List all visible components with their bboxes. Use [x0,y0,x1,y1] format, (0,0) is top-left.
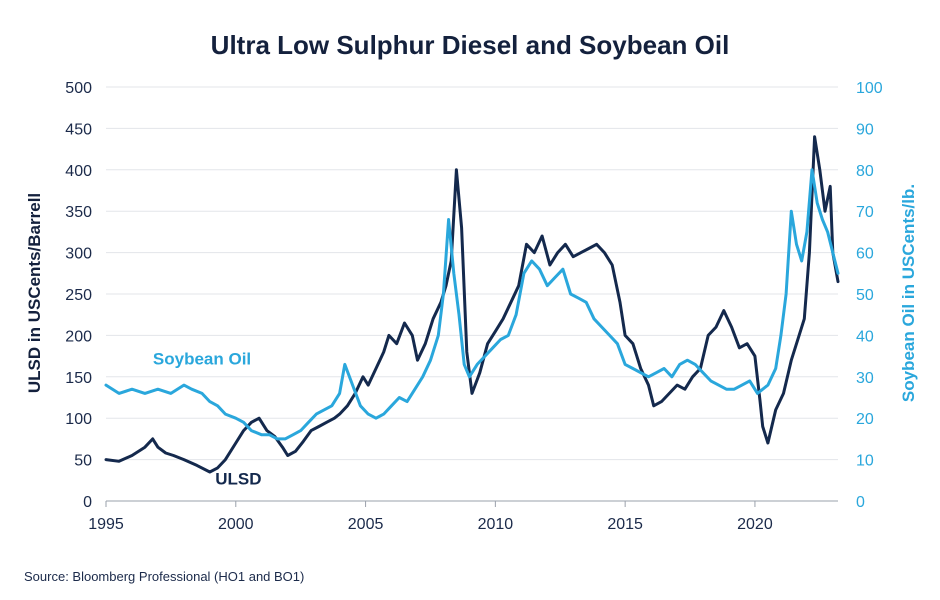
y-tick-right-60: 60 [856,246,874,263]
y-tick-right-100: 100 [856,80,883,97]
y-tick-right-0: 0 [856,494,865,511]
y-tick-right-80: 80 [856,163,874,180]
series-label-ulsd: ULSD [215,469,261,488]
y-tick-right-20: 20 [856,411,874,428]
y-tick-right-30: 30 [856,370,874,387]
series-line-soybean-oil [104,168,840,441]
y-axis-label-left: ULSD in USCents/Barrell [25,193,44,393]
x-tick-2020: 2020 [737,516,773,533]
grid [106,86,838,502]
y-tick-left-50: 50 [74,453,92,470]
series-group [104,135,840,474]
series-line-ulsd [104,135,840,474]
source-note: Source: Bloomberg Professional (HO1 and … [24,569,304,584]
y-tick-left-500: 500 [65,80,92,97]
y-tick-right-50: 50 [856,287,874,304]
chart-title: Ultra Low Sulphur Diesel and Soybean Oil [211,30,730,60]
axes: 0 50 100 150 200 250 300 350 400 450 500 0 10 20 30 40 5… [65,80,883,533]
y-tick-left-150: 150 [65,370,92,387]
x-tick-2005: 2005 [348,516,384,533]
x-tick-2015: 2015 [607,516,643,533]
y-tick-right-10: 10 [856,453,874,470]
x-tick-2000: 2000 [218,516,254,533]
x-tick-1995: 1995 [88,516,124,533]
series-label-soybean-oil: Soybean Oil [153,349,251,368]
y-tick-left-400: 400 [65,163,92,180]
y-tick-right-70: 70 [856,204,874,221]
y-tick-left-350: 350 [65,204,92,221]
y-tick-left-0: 0 [83,494,92,511]
y-tick-right-90: 90 [856,121,874,138]
x-tick-2010: 2010 [478,516,514,533]
y-axis-label-right: Soybean Oil in USCents/lb. [899,184,918,402]
y-tick-left-300: 300 [65,246,92,263]
y-tick-left-100: 100 [65,411,92,428]
y-tick-left-450: 450 [65,121,92,138]
y-tick-left-200: 200 [65,328,92,345]
y-tick-right-40: 40 [856,328,874,345]
labels: Soybean Oil ULSD [153,349,262,488]
y-tick-left-250: 250 [65,287,92,304]
